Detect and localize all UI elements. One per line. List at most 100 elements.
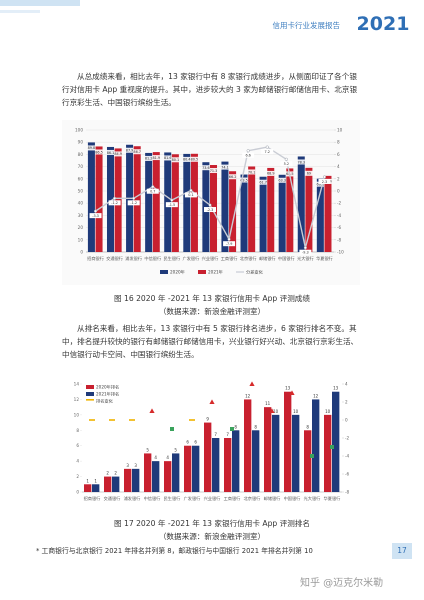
y-tick-label: 40: [78, 201, 84, 206]
bar: [221, 161, 229, 252]
data-label: 84.9: [114, 152, 122, 156]
marker-up: [149, 408, 155, 413]
figure-source: （数据来源：新浪金融评测室）: [158, 307, 266, 316]
y-tick-label: 60: [78, 176, 84, 181]
x-tick-label: 兴业银行: [202, 255, 219, 262]
bar: [133, 146, 141, 252]
y-tick-label: 10: [78, 237, 84, 242]
y-tick-label: 0: [80, 250, 83, 255]
y2-tick-label: 10: [337, 128, 343, 133]
legend-label: 分差变化: [246, 269, 264, 276]
data-label: 13: [333, 386, 339, 391]
data-label: 7: [226, 432, 229, 437]
label-box: [165, 202, 178, 208]
data-label: 86.7: [133, 150, 141, 154]
bar: [312, 399, 320, 492]
bar: [248, 166, 256, 252]
data-label: -1.2: [130, 201, 137, 205]
line-marker: [284, 157, 288, 161]
bar: [104, 476, 112, 492]
label-box: [204, 207, 216, 213]
x-tick-label: 工商银行: [221, 255, 238, 262]
label-box: [220, 164, 229, 170]
y-tick-label: 0: [76, 490, 79, 495]
data-label: 13: [285, 386, 291, 391]
y2-tick-label: 0: [337, 189, 340, 194]
chart: 0 10 20 30 40 50 60 70 80 90 100 -10 -8 -6 -4 -2 0 2 4 6 8 10…: [62, 120, 360, 285]
line-marker: [208, 203, 212, 207]
bar: [278, 174, 286, 252]
header-title: 信用卡行业发展报告: [273, 20, 341, 30]
label-box: [152, 155, 160, 161]
label-box: [261, 149, 274, 155]
x-tick-label: 广发银行: [183, 255, 200, 262]
legend-label: 2020年排名: [96, 384, 119, 391]
label-box: [201, 165, 210, 171]
bar: [316, 178, 324, 252]
line-marker: [246, 149, 250, 153]
bar: [84, 484, 92, 492]
data-label: 80.1: [172, 158, 180, 162]
data-label: 89.8: [88, 146, 96, 150]
data-label: 10: [325, 409, 331, 414]
label-box: [146, 188, 159, 194]
line-marker: [303, 246, 307, 250]
data-label: 7.2: [265, 150, 270, 154]
bar: [324, 175, 332, 252]
data-label: 1: [94, 478, 97, 483]
bar: [204, 422, 212, 492]
label-box: [133, 149, 141, 155]
label-box: [171, 157, 179, 163]
data-label: 68.9: [267, 172, 275, 176]
x-tick-label: 广发银行: [184, 495, 201, 502]
data-label: 8: [234, 424, 237, 429]
data-label: 3: [126, 463, 129, 468]
label-box: [304, 170, 313, 176]
paragraph: 从总成绩来看，相比去年，13 家银行中有 8 家银行成绩进步，从侧面印证了各个银…: [62, 72, 358, 107]
bar: [324, 414, 332, 492]
line-marker: [113, 196, 117, 200]
y2-tick-label: 2: [345, 400, 348, 405]
data-label: 11: [265, 401, 271, 406]
data-label: 73.6: [202, 166, 210, 170]
data-label: 2.3: [322, 180, 327, 184]
bar: [112, 476, 120, 492]
label-box: [114, 151, 122, 157]
bar: [87, 142, 95, 252]
label-box: [190, 156, 199, 162]
data-label: 3: [134, 463, 137, 468]
legend-label: 2021年: [208, 269, 223, 276]
bar: [244, 399, 252, 492]
label-box: [280, 161, 293, 167]
figure-caption: 图 17 2020 年 -2021 年 13 家银行信用卡 App 评测排名: [114, 519, 310, 528]
data-label: 9: [206, 417, 209, 422]
data-label: 0.7: [150, 190, 155, 194]
legend-label: 2020年: [170, 269, 185, 276]
data-label: 0.1: [188, 193, 193, 197]
figure-caption: 图 16 2020 年 -2021 年 13 家银行信用卡 App 评测成绩: [114, 294, 310, 303]
data-label: 71.3: [210, 169, 218, 173]
data-label: 6: [186, 440, 189, 445]
line-marker: [227, 237, 231, 241]
y-tick-label: 90: [78, 140, 84, 145]
data-label: 5: [174, 447, 177, 452]
bar: [267, 167, 275, 252]
x-tick-label: 北京银行: [244, 495, 261, 502]
data-label: 2: [106, 471, 109, 476]
bar: [284, 391, 292, 492]
line-marker: [132, 196, 136, 200]
label-box: [259, 179, 267, 185]
data-label: 81.6: [164, 156, 172, 160]
bar: [259, 176, 267, 252]
y2-tick-label: -6: [345, 472, 350, 477]
label-box: [184, 192, 197, 198]
paragraph: 从排名来看，相比去年，13 家银行中有 5 家银行排名进步，6 家银行排名不变。…: [62, 324, 359, 359]
marker-down: [330, 445, 334, 449]
data-label: 80.5: [191, 158, 199, 162]
bar: [95, 146, 103, 252]
bar: [224, 438, 232, 492]
x-tick-label: 交通银行: [104, 495, 121, 502]
bar: [229, 171, 237, 252]
y-tick-label: 100: [75, 128, 83, 133]
